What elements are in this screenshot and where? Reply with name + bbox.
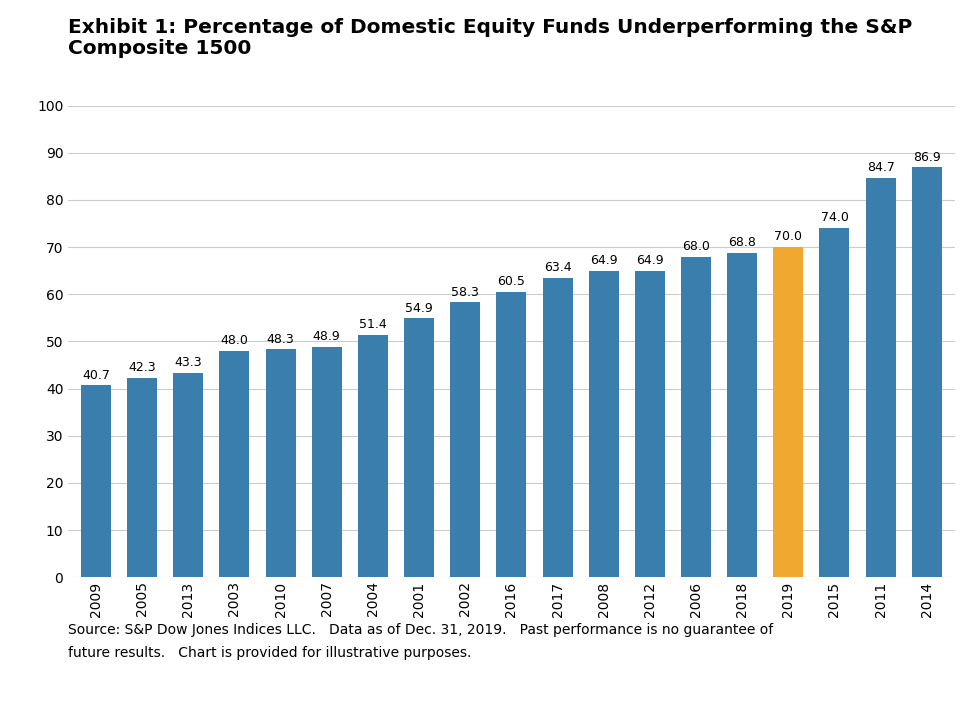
Text: 64.9: 64.9 [590, 254, 618, 268]
Text: 60.5: 60.5 [498, 275, 525, 288]
Text: Source: S&P Dow Jones Indices LLC.   Data as of Dec. 31, 2019.   Past performanc: Source: S&P Dow Jones Indices LLC. Data … [68, 623, 773, 637]
Bar [173, 373, 204, 577]
Text: 42.3: 42.3 [129, 361, 156, 374]
Text: 64.9: 64.9 [636, 254, 663, 268]
Bar [912, 168, 942, 577]
Text: Composite 1500: Composite 1500 [68, 39, 251, 58]
Text: 63.4: 63.4 [543, 261, 572, 275]
Bar [219, 351, 249, 577]
Bar [312, 346, 342, 577]
Text: 48.0: 48.0 [220, 334, 248, 347]
Text: 51.4: 51.4 [359, 318, 387, 331]
Text: 74.0: 74.0 [820, 211, 848, 225]
Bar [773, 247, 804, 577]
Bar [819, 228, 849, 577]
Text: future results.   Chart is provided for illustrative purposes.: future results. Chart is provided for il… [68, 646, 471, 660]
Bar [81, 385, 111, 577]
Bar [728, 253, 757, 577]
Text: 48.3: 48.3 [267, 333, 294, 346]
Bar [266, 349, 295, 577]
Text: Exhibit 1: Percentage of Domestic Equity Funds Underperforming the S&P: Exhibit 1: Percentage of Domestic Equity… [68, 18, 913, 37]
Text: 84.7: 84.7 [867, 161, 894, 174]
Bar [543, 278, 573, 577]
Bar [497, 292, 526, 577]
Bar [588, 271, 618, 577]
Text: 40.7: 40.7 [82, 368, 110, 382]
Bar [127, 378, 157, 577]
Text: 54.9: 54.9 [405, 301, 432, 315]
Text: 68.8: 68.8 [729, 236, 756, 249]
Text: 68.0: 68.0 [682, 240, 710, 253]
Text: 43.3: 43.3 [174, 356, 202, 370]
Text: 86.9: 86.9 [913, 151, 941, 163]
Text: 58.3: 58.3 [451, 286, 479, 298]
Text: 70.0: 70.0 [774, 230, 803, 244]
Bar [681, 256, 711, 577]
Bar [635, 271, 665, 577]
Text: 48.9: 48.9 [313, 330, 341, 343]
Bar [357, 335, 388, 577]
Bar [866, 178, 896, 577]
Bar [450, 302, 480, 577]
Bar [404, 318, 434, 577]
